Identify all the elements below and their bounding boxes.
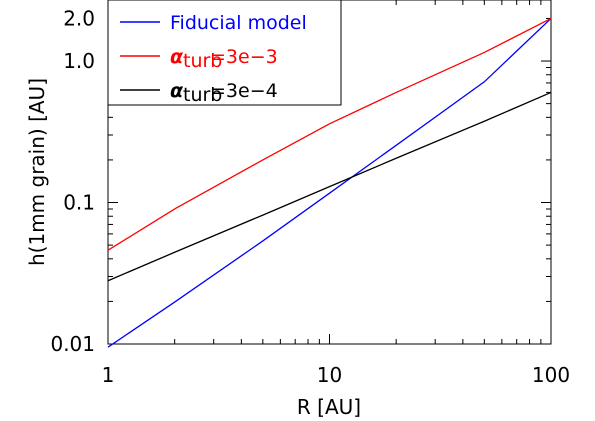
legend-label-3: =3e−4 — [210, 80, 278, 102]
y-tick-label: 1.0 — [63, 49, 95, 73]
series-line-3 — [107, 91, 552, 282]
legend-label-1: Fiducial model — [170, 12, 307, 34]
y-axis-title: h(1mm grain) [AU] — [25, 78, 49, 266]
y-tick-label: 0.01 — [50, 332, 95, 356]
y-tick-label: 2.0 — [63, 6, 95, 30]
legend-label-2: =3e−3 — [210, 46, 278, 68]
legend-subscript: turb — [183, 84, 222, 106]
x-tick-label: 1 — [102, 363, 115, 387]
x-tick-label: 100 — [532, 363, 570, 387]
legend-alpha-symbol: α — [170, 46, 184, 68]
axis-ticks: 1 10 100 0.01 0.1 1.0 2.0 — [50, 0, 570, 387]
x-tick-label: 10 — [317, 363, 342, 387]
legend-box — [107, 0, 342, 106]
series-line-1 — [107, 17, 552, 348]
series-line-2 — [107, 17, 552, 251]
series-layer — [107, 17, 552, 348]
y-tick-label: 0.1 — [63, 191, 95, 215]
legend-subscript: turb — [183, 50, 222, 72]
x-axis-title: R [AU] — [297, 395, 361, 419]
legend-alpha-symbol: α — [170, 80, 184, 102]
